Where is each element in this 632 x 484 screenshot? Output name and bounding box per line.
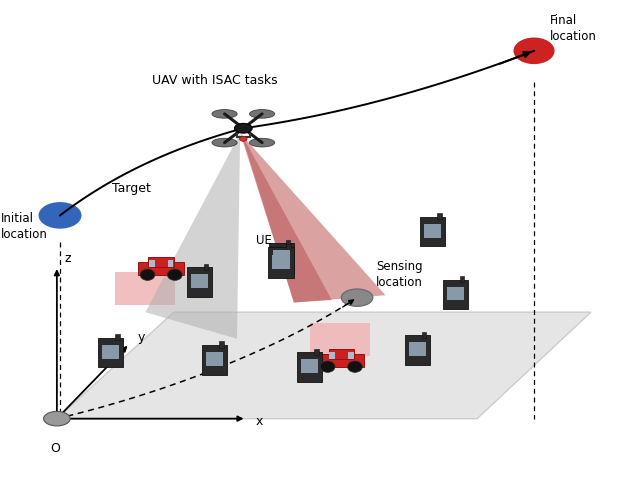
- Bar: [442, 280, 468, 309]
- Bar: [425, 224, 442, 238]
- Bar: [319, 354, 364, 367]
- Polygon shape: [241, 134, 332, 302]
- Circle shape: [167, 269, 182, 280]
- Ellipse shape: [341, 289, 373, 306]
- Ellipse shape: [250, 138, 275, 147]
- Ellipse shape: [234, 123, 252, 133]
- Bar: [191, 274, 207, 288]
- Bar: [115, 334, 119, 340]
- Bar: [272, 250, 289, 264]
- Bar: [219, 341, 224, 348]
- Text: location: location: [1, 228, 48, 241]
- Text: Target: Target: [112, 182, 152, 195]
- Bar: [348, 351, 353, 359]
- Bar: [167, 259, 173, 267]
- Text: location: location: [550, 30, 597, 43]
- Bar: [138, 262, 184, 275]
- Bar: [149, 259, 155, 267]
- Polygon shape: [240, 133, 386, 302]
- Ellipse shape: [240, 136, 247, 141]
- Bar: [329, 349, 354, 359]
- Bar: [409, 342, 426, 356]
- Ellipse shape: [44, 411, 70, 426]
- Bar: [272, 255, 290, 269]
- Bar: [204, 264, 208, 270]
- Ellipse shape: [212, 109, 237, 118]
- Ellipse shape: [39, 202, 82, 229]
- Bar: [102, 345, 119, 359]
- Text: location: location: [376, 276, 423, 289]
- Circle shape: [348, 361, 362, 372]
- Bar: [446, 287, 464, 301]
- Bar: [422, 332, 426, 338]
- Circle shape: [320, 361, 335, 372]
- Bar: [301, 359, 318, 373]
- Text: Sensing: Sensing: [376, 260, 423, 273]
- Bar: [404, 335, 430, 365]
- Text: x: x: [256, 415, 264, 427]
- Text: UE: UE: [256, 234, 272, 247]
- Ellipse shape: [513, 37, 554, 64]
- Text: O: O: [51, 442, 61, 455]
- Bar: [329, 351, 335, 359]
- Bar: [437, 213, 442, 219]
- Bar: [202, 345, 228, 375]
- Bar: [310, 323, 370, 356]
- Bar: [297, 352, 322, 382]
- Bar: [459, 276, 464, 282]
- Polygon shape: [57, 312, 591, 419]
- Bar: [269, 243, 294, 273]
- Bar: [98, 338, 123, 367]
- Text: UAV with ISAC tasks: UAV with ISAC tasks: [152, 74, 277, 87]
- Bar: [420, 217, 446, 246]
- Bar: [286, 243, 291, 250]
- Polygon shape: [145, 133, 240, 339]
- Bar: [314, 348, 319, 355]
- Bar: [206, 352, 224, 366]
- Ellipse shape: [250, 109, 275, 118]
- Bar: [149, 257, 174, 267]
- Bar: [286, 240, 290, 246]
- Text: y: y: [138, 331, 145, 344]
- Text: Initial: Initial: [1, 212, 34, 225]
- Bar: [186, 268, 212, 297]
- Text: Final: Final: [550, 14, 577, 27]
- Bar: [268, 247, 295, 278]
- Text: z: z: [64, 253, 71, 265]
- Circle shape: [140, 269, 155, 280]
- Bar: [115, 272, 175, 305]
- Ellipse shape: [212, 138, 237, 147]
